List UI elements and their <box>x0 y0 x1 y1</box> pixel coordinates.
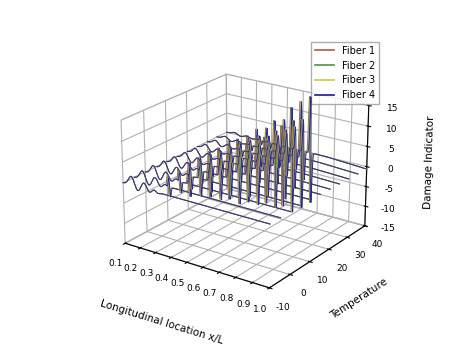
Y-axis label: Temperature: Temperature <box>328 277 389 321</box>
X-axis label: Longitudinal location x/L: Longitudinal location x/L <box>100 299 225 346</box>
Legend: Fiber 1, Fiber 2, Fiber 3, Fiber 4: Fiber 1, Fiber 2, Fiber 3, Fiber 4 <box>311 42 379 104</box>
